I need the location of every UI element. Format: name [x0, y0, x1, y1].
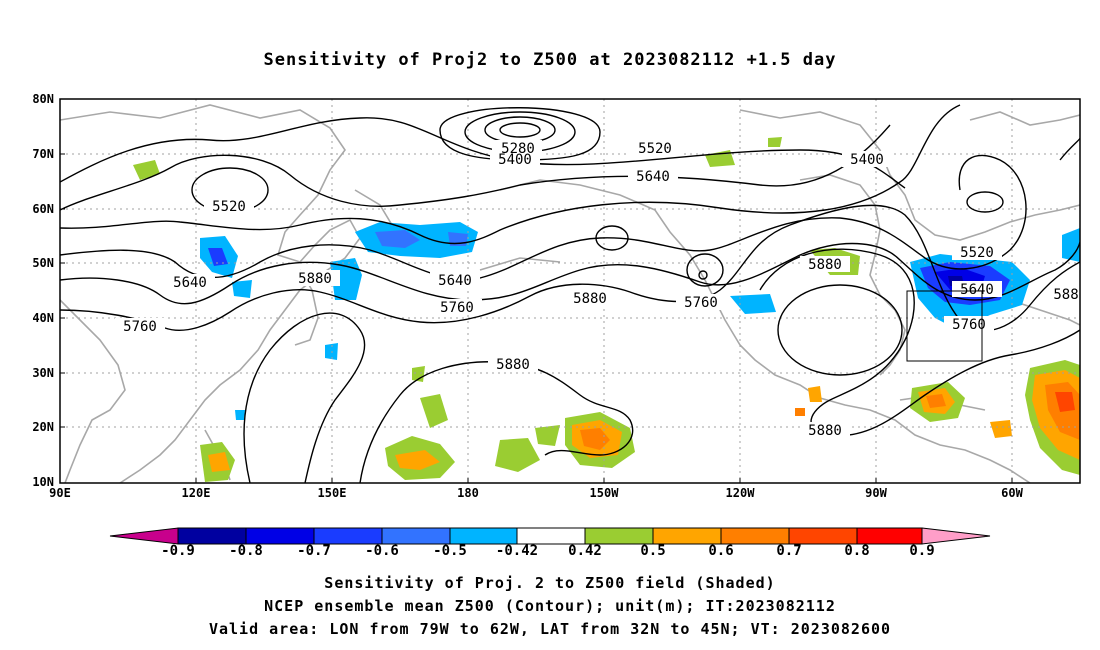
contour-label: 588	[1053, 287, 1078, 303]
colorbar-swatch	[177, 527, 247, 545]
lat-label: 20N	[32, 420, 54, 434]
lat-label: 40N	[32, 311, 54, 325]
lon-label: 90E	[49, 486, 71, 500]
colorbar-swatch	[788, 527, 858, 545]
gridlines	[60, 99, 1080, 483]
lat-label: 50N	[32, 256, 54, 270]
colorbar-label: -0.8	[229, 543, 263, 559]
contour-labels: 5280 5400 5520 5400 5520 5640 5640 5760 …	[115, 140, 1082, 439]
contour-label: 5880	[808, 257, 842, 273]
colorbar-label: 0.9	[909, 543, 935, 559]
colorbar-label: 0.6	[708, 543, 734, 559]
colorbar-label: 0.5	[640, 543, 666, 559]
contour-label: 5880	[298, 271, 332, 287]
colorbar-label: 0.8	[844, 543, 870, 559]
contour-label: 5760	[440, 300, 474, 316]
axis-ticks	[60, 153, 1013, 483]
footer-line-contour: NCEP ensemble mean Z500 (Contour); unit(…	[264, 597, 836, 615]
colorbar-label: 0.7	[776, 543, 802, 559]
lon-label: 120W	[725, 486, 755, 500]
lon-label: 120E	[181, 486, 211, 500]
colorbar-label: -0.5	[433, 543, 467, 559]
contour-label: 5760	[123, 319, 157, 335]
plot-frame	[59, 98, 1081, 484]
footer-line-shading: Sensitivity of Proj. 2 to Z500 field (Sh…	[324, 574, 776, 592]
colorbar	[109, 527, 991, 545]
colorbar-label: -0.7	[297, 543, 331, 559]
lon-label: 150W	[589, 486, 619, 500]
contour-label: 5640	[173, 275, 207, 291]
colorbar-swatch	[449, 527, 518, 545]
contour-label: 5760	[684, 295, 718, 311]
contour-label: 5280	[501, 141, 535, 157]
lat-label: 60N	[32, 202, 54, 216]
lon-label: 60W	[1001, 486, 1023, 500]
contour-label: 5400	[498, 152, 532, 168]
footer-line-valid-area: Valid area: LON from 79W to 62W, LAT fro…	[208, 620, 892, 638]
colorbar-swatch	[381, 527, 451, 545]
contour-label: 5520	[960, 245, 994, 261]
lon-label: 90W	[865, 486, 887, 500]
colorbar-over-triangle	[921, 527, 991, 545]
lat-label: 10N	[32, 475, 54, 489]
colorbar-label: -0.42	[495, 543, 539, 559]
colorbar-under-triangle	[109, 527, 179, 545]
contour-label: 5880	[496, 357, 530, 373]
contour-label: 5760	[952, 317, 986, 333]
contour-label: 5640	[438, 273, 472, 289]
lat-label: 80N	[32, 92, 54, 106]
colorbar-swatch	[245, 527, 315, 545]
lon-label: 150E	[317, 486, 347, 500]
colorbar-swatch	[313, 527, 383, 545]
colorbar-swatch	[652, 527, 722, 545]
colorbar-swatch	[720, 527, 790, 545]
z500-contours	[60, 104, 1080, 483]
contour-label: 5640	[960, 282, 994, 298]
lat-label: 70N	[32, 147, 54, 161]
lon-label: 180	[457, 486, 479, 500]
colorbar-label: 0.42	[568, 543, 602, 559]
map-title: Sensitivity of Proj2 to Z500 at 20230821…	[263, 50, 837, 70]
colorbar-swatch	[856, 527, 923, 545]
lat-label: 30N	[32, 366, 54, 380]
contour-label: 5400	[850, 152, 884, 168]
valid-area-box	[906, 290, 983, 362]
colorbar-swatch	[584, 527, 654, 545]
contour-label: 5880	[808, 423, 842, 439]
colorbar-label: -0.6	[365, 543, 399, 559]
contour-label: 5520	[212, 199, 246, 215]
contour-label: 5640	[636, 169, 670, 185]
colorbar-label: -0.9	[161, 543, 195, 559]
contour-label: 5520	[638, 141, 672, 157]
colorbar-swatch	[516, 527, 586, 545]
contour-label: 5880	[573, 291, 607, 307]
